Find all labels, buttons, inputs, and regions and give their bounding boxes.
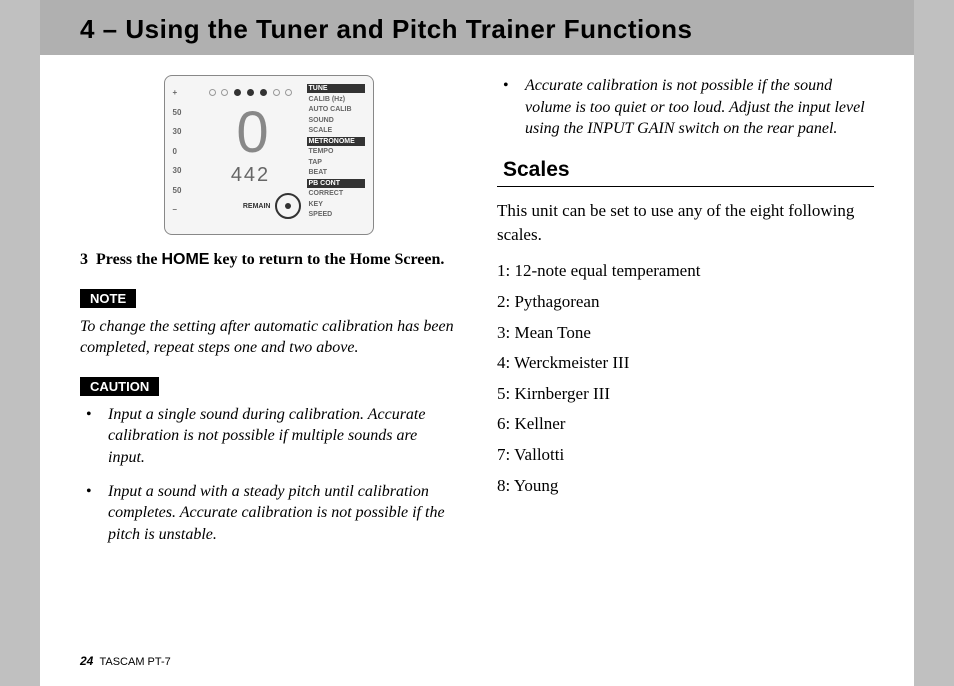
manual-page: 4 – Using the Tuner and Pitch Trainer Fu…	[40, 0, 914, 686]
step-number: 3	[80, 251, 88, 268]
chapter-header-bar: 4 – Using the Tuner and Pitch Trainer Fu…	[40, 0, 914, 55]
lcd-illustration: + 50 30 0 30 50 –	[164, 75, 374, 235]
lcd-remain-row: REMAIN	[201, 193, 301, 219]
lcd-mode-label: KEY	[307, 200, 365, 209]
lcd-main-area: 0 442 REMAIN	[201, 84, 301, 226]
left-column: + 50 30 0 30 50 –	[80, 75, 457, 557]
scales-heading: Scales	[497, 158, 874, 187]
scales-list: 1: 12-note equal temperament 2: Pythagor…	[497, 256, 874, 501]
scale-mark: 50	[173, 186, 195, 195]
caution-list-left: Input a single sound during calibration.…	[80, 404, 457, 546]
caution-item: Accurate calibration is not possible if …	[497, 75, 874, 140]
lcd-calib-value: 442	[201, 164, 301, 187]
caution-block: CAUTION Input a single sound during cali…	[80, 377, 457, 546]
scale-mark: 30	[173, 166, 195, 175]
meter-dot	[260, 89, 267, 96]
lcd-mode-label: TUNE	[307, 84, 365, 93]
caution-tag: CAUTION	[80, 377, 159, 396]
lcd-mode-labels: TUNE CALIB (Hz)AUTO CALIB SOUNDSCALE METRON…	[307, 84, 365, 226]
lcd-mode-label: SPEED	[307, 210, 365, 219]
lcd-cent-scale: + 50 30 0 30 50 –	[173, 84, 195, 226]
chapter-title: 4 – Using the Tuner and Pitch Trainer Fu…	[80, 14, 874, 45]
meter-dot	[273, 89, 280, 96]
scale-mark: 30	[173, 127, 195, 136]
scale-item: 8: Young	[497, 471, 874, 502]
lcd-mode-label: PB CONT	[307, 179, 365, 188]
lcd-illustration-wrap: + 50 30 0 30 50 –	[80, 75, 457, 235]
lcd-mode-label: CORRECT	[307, 189, 365, 198]
scale-item: 5: Kirnberger III	[497, 379, 874, 410]
scales-intro: This unit can be set to use any of the e…	[497, 199, 874, 247]
lcd-mode-label: SOUND	[307, 116, 365, 125]
meter-dot-center	[247, 89, 254, 96]
lcd-meter-dots	[201, 84, 301, 100]
home-key-label: HOME	[161, 251, 209, 268]
scale-item: 2: Pythagorean	[497, 287, 874, 318]
lcd-mode-label: CALIB (Hz)	[307, 95, 365, 104]
scale-item: 6: Kellner	[497, 409, 874, 440]
step-3: 3 Press the HOME key to return to the Ho…	[80, 249, 457, 271]
lcd-mode-label: AUTO CALIB	[307, 105, 365, 114]
lcd-mode-label: BEAT	[307, 168, 365, 177]
scale-mark: –	[173, 205, 195, 214]
meter-dot	[221, 89, 228, 96]
scale-item: 3: Mean Tone	[497, 318, 874, 349]
note-text: To change the setting after automatic ca…	[80, 316, 457, 359]
scale-item: 7: Vallotti	[497, 440, 874, 471]
note-block: NOTE To change the setting after automat…	[80, 289, 457, 359]
page-footer: 24 TASCAM PT-7	[80, 654, 171, 668]
scale-item: 1: 12-note equal temperament	[497, 256, 874, 287]
lcd-mode-label: TEMPO	[307, 147, 365, 156]
caution-list-right: Accurate calibration is not possible if …	[497, 75, 874, 140]
step-text-pre: Press the	[96, 251, 161, 268]
jog-wheel-icon	[275, 193, 301, 219]
lcd-mode-label: SCALE	[307, 126, 365, 135]
step-text-post: key to return to the Home Screen.	[209, 251, 444, 268]
right-column: Accurate calibration is not possible if …	[497, 75, 874, 557]
scale-mark: 0	[173, 147, 195, 156]
scale-mark: 50	[173, 108, 195, 117]
page-number: 24	[80, 654, 93, 668]
lcd-main-digit: 0	[201, 104, 301, 162]
meter-dot	[234, 89, 241, 96]
product-name: TASCAM PT-7	[99, 656, 170, 668]
meter-dot	[209, 89, 216, 96]
lcd-mode-label: METRONOME	[307, 137, 365, 146]
caution-item: Input a single sound during calibration.…	[80, 404, 457, 469]
lcd-remain-label: REMAIN	[243, 203, 271, 210]
note-tag: NOTE	[80, 289, 136, 308]
caution-item: Input a sound with a steady pitch until …	[80, 481, 457, 546]
two-column-layout: + 50 30 0 30 50 –	[80, 75, 874, 557]
scale-item: 4: Werckmeister III	[497, 348, 874, 379]
meter-dot	[285, 89, 292, 96]
lcd-mode-label: TAP	[307, 158, 365, 167]
scale-mark: +	[173, 88, 195, 97]
